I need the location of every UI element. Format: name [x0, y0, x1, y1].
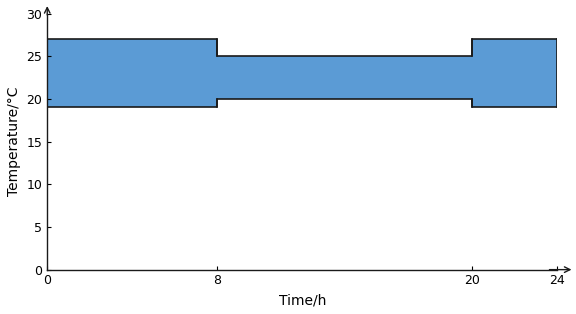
Y-axis label: Temperature/°C: Temperature/°C [7, 87, 21, 196]
X-axis label: Time/h: Time/h [279, 293, 326, 307]
Polygon shape [47, 39, 558, 107]
